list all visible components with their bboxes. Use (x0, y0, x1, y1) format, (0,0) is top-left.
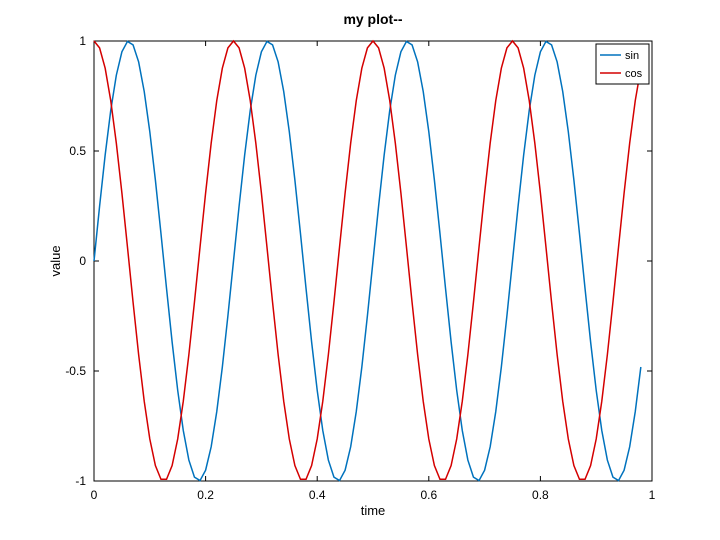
axis-ticks: 0 0.2 0.4 0.6 0.8 1 -1 -0.5 0 0.5 1 (65, 34, 655, 502)
x-tick-label: 0.4 (309, 488, 326, 502)
legend-label-sin: sin (625, 50, 639, 62)
legend-label-cos: cos (625, 68, 643, 80)
x-tick-label: 0.8 (532, 488, 549, 502)
legend: sin cos (595, 43, 650, 85)
y-tick-label: -1 (75, 474, 86, 488)
x-tick-label: 0 (91, 488, 98, 502)
x-axis-label: time (361, 503, 386, 518)
chart-title: my plot-- (343, 11, 402, 27)
y-tick-label: 1 (79, 34, 86, 48)
x-tick-label: 0.6 (420, 488, 437, 502)
series-line-cos (93, 39, 642, 481)
y-tick-label: 0.5 (69, 144, 86, 158)
series-group (93, 39, 642, 482)
x-tick-label: 1 (649, 488, 656, 502)
legend-box (595, 43, 650, 85)
y-axis-label: value (48, 245, 63, 276)
y-tick-label: -0.5 (65, 364, 86, 378)
x-tick-label: 0.2 (197, 488, 214, 502)
y-tick-label: 0 (79, 254, 86, 268)
series-line-sin (93, 40, 642, 482)
